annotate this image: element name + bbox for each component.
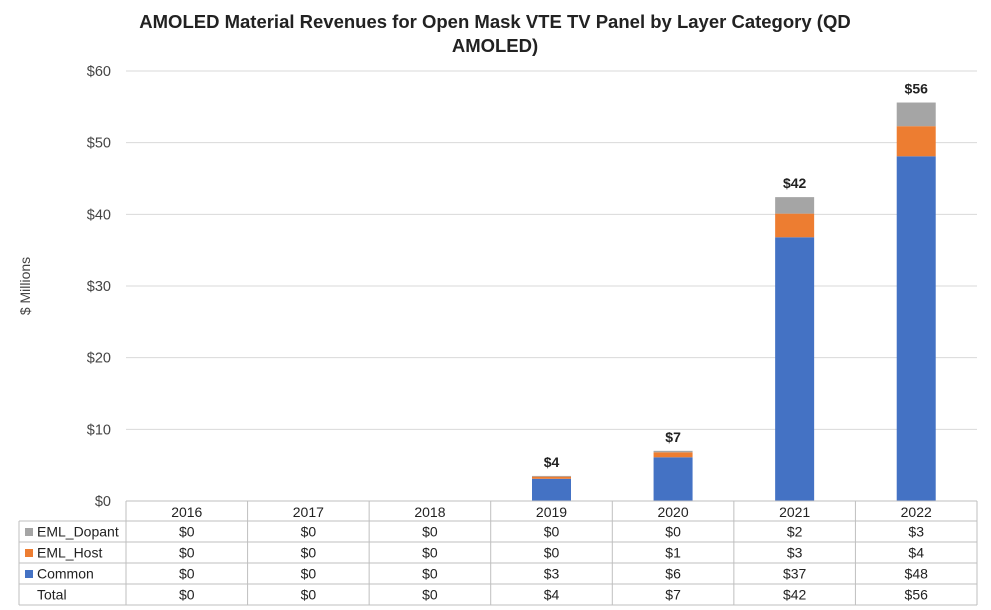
- y-tick-label: $50: [87, 136, 111, 152]
- table-cell: $0: [422, 566, 438, 582]
- bar-segment-common: [896, 156, 936, 502]
- legend-label: Common: [37, 566, 94, 582]
- table-cell: $3: [908, 524, 924, 540]
- table-cell: $0: [179, 524, 195, 540]
- legend-label: EML_Host: [37, 545, 102, 561]
- table-cell: $56: [905, 587, 929, 603]
- table-cell: $1: [665, 545, 681, 561]
- table-cell: $48: [905, 566, 929, 582]
- bar-segment-eml-dopant: [532, 475, 571, 477]
- bar-segment-common: [653, 457, 693, 501]
- bar-segment-common: [532, 478, 571, 501]
- table-cell: $0: [301, 566, 317, 582]
- bar-segment-eml-dopant: [775, 197, 815, 214]
- table-cell: $3: [787, 545, 803, 561]
- table-cell: $0: [301, 545, 317, 561]
- y-tick-label: $0: [95, 494, 111, 510]
- chart-title-line-2: AMOLED): [452, 35, 538, 56]
- category-label: 2016: [171, 504, 202, 520]
- bar-segment-eml-host: [653, 452, 693, 458]
- bar-segment-common: [775, 237, 815, 501]
- table-cell: $0: [422, 524, 438, 540]
- table-cell: $3: [544, 566, 560, 582]
- bar-total-label: $56: [905, 81, 929, 97]
- bar-total-label: $42: [783, 175, 807, 191]
- legend-key-eml-dopant: [25, 528, 33, 536]
- bar-segment-eml-host: [532, 476, 571, 479]
- table-cell: $6: [665, 566, 681, 582]
- category-label: 2022: [901, 504, 932, 520]
- bar-segment-eml-dopant: [896, 102, 936, 127]
- y-tick-label: $10: [87, 422, 111, 438]
- y-tick-label: $20: [87, 351, 111, 367]
- table-cell: $37: [783, 566, 807, 582]
- bar-segment-eml-host: [896, 126, 936, 157]
- table-cell: $0: [301, 524, 317, 540]
- data-table: 2016 2017 2018 2019 2020 2021 2022 EML_Dopant $0…: [18, 500, 978, 606]
- total-row-label: Total: [37, 587, 67, 603]
- category-label: 2017: [293, 504, 324, 520]
- chart-title-line-1: AMOLED Material Revenues for Open Mask V…: [139, 11, 850, 32]
- table-cell: $0: [301, 587, 317, 603]
- y-axis-ticks: $0 $10 $20 $30 $40 $50 $60: [87, 64, 111, 510]
- table-cell: $0: [179, 587, 195, 603]
- table-cell: $0: [179, 545, 195, 561]
- bars: [532, 102, 936, 502]
- category-label: 2021: [779, 504, 810, 520]
- table-cell: $0: [422, 545, 438, 561]
- bar-segment-eml-host: [775, 213, 815, 238]
- bar-total-label: $7: [665, 429, 681, 445]
- table-cell: $42: [783, 587, 807, 603]
- bar-total-label: $4: [544, 454, 560, 470]
- table-cell: $2: [787, 524, 803, 540]
- bar-total-labels: $4 $7 $42 $56: [544, 81, 928, 470]
- category-label: 2020: [657, 504, 688, 520]
- table-cell: $0: [422, 587, 438, 603]
- legend-key-common: [25, 570, 33, 578]
- y-axis-label: $ Millions: [17, 257, 33, 315]
- table-cell: $0: [544, 524, 560, 540]
- y-tick-label: $30: [87, 279, 111, 295]
- legend-label: EML_Dopant: [37, 524, 119, 540]
- table-cell: $4: [544, 587, 560, 603]
- table-cell: $0: [544, 545, 560, 561]
- y-tick-label: $40: [87, 207, 111, 223]
- table-cell: $0: [179, 566, 195, 582]
- table-cell: $7: [665, 587, 681, 603]
- bar-segment-eml-dopant: [653, 450, 693, 453]
- category-label: 2018: [414, 504, 445, 520]
- table-cell: $0: [665, 524, 681, 540]
- gridlines: [126, 70, 977, 430]
- y-tick-label: $60: [87, 64, 111, 80]
- table-cell: $4: [908, 545, 924, 561]
- category-label: 2019: [536, 504, 567, 520]
- legend-key-eml-host: [25, 549, 33, 557]
